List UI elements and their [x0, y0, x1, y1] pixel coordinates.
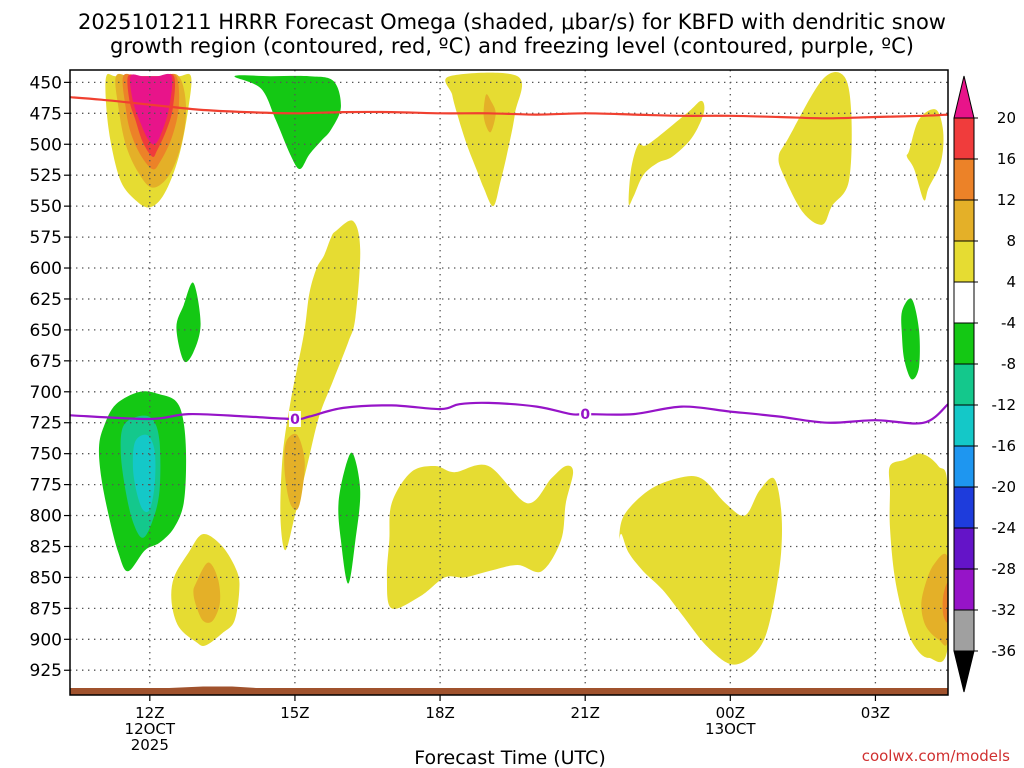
colorbar-label-5: -4 [1001, 314, 1016, 332]
omega-region-6 [445, 72, 523, 207]
y-tick-label-700: 700 [30, 383, 62, 403]
chart-title-line-1: 2025101211 HRRR Forecast Omega (shaded, … [78, 10, 946, 34]
omega-region-13 [176, 282, 201, 363]
x-tick-label-18-0: 18Z [425, 704, 454, 722]
colorbar-swatch-12 [953, 609, 975, 652]
colorbar-bottom-triangle [953, 650, 975, 693]
colorbar-label-7: -12 [992, 396, 1017, 414]
y-tick-label-825: 825 [30, 538, 62, 558]
omega-region-21 [618, 476, 782, 665]
y-tick-label-875: 875 [30, 599, 62, 619]
terrain-band-rect [70, 688, 948, 695]
y-tick-label-550: 550 [30, 197, 62, 217]
colorbar-swatch-0 [953, 117, 975, 160]
x-tick-label-27-0: 03Z [861, 704, 890, 722]
colorbar-label-10: -24 [992, 519, 1017, 537]
y-tick-label-925: 925 [30, 661, 62, 681]
x-tick-label-12-2: 2025 [131, 736, 169, 754]
y-tick-label-575: 575 [30, 228, 62, 248]
chart-title-line-2: growth region (contoured, red, ºC) and f… [110, 34, 914, 58]
omega-region-16 [132, 434, 156, 513]
colorbar-label-3: 8 [1006, 232, 1016, 250]
y-tick-label-500: 500 [30, 135, 62, 155]
y-tick-label-775: 775 [30, 476, 62, 496]
colorbar-swatch-10 [953, 527, 975, 570]
y-axis-ticks: 450 475 500 525 550 575 600 625 650 675 700 725 750 7… [30, 73, 70, 681]
colorbar-swatch-11 [953, 568, 975, 611]
x-tick-label-24-1: 13OCT [705, 720, 756, 738]
omega-region-20 [386, 464, 574, 609]
omega-region-12 [284, 433, 305, 511]
colorbar-swatch-2 [953, 199, 975, 242]
colorbar-label-0: 20 [997, 109, 1016, 127]
freezing-label-bg-1 [579, 406, 592, 423]
colorbar-swatch-3 [953, 240, 975, 283]
y-tick-label-800: 800 [30, 507, 62, 527]
colorbar-label-13: -36 [992, 642, 1017, 660]
colorbar-swatch-5 [953, 322, 975, 365]
colorbar-label-8: -16 [992, 437, 1017, 455]
y-tick-label-525: 525 [30, 166, 62, 186]
x-tick-label-21-0: 21Z [571, 704, 600, 722]
y-tick-label-450: 450 [30, 73, 62, 93]
y-tick-label-675: 675 [30, 352, 62, 372]
freezing-level-label-1: 0 [580, 407, 590, 423]
x-tick-label-24-0: 00Z [716, 704, 745, 722]
freezing-label-bg-0 [288, 411, 301, 428]
omega-region-25 [901, 298, 920, 380]
plot-frame [69, 69, 949, 696]
colorbar-swatch-4 [953, 281, 975, 324]
omega-region-9 [778, 72, 852, 225]
colorbar: 20 16 12 8 4 -4 -8 -12 -16 -20 -24 -28 -32 -36 [953, 75, 1017, 693]
omega-region-8 [628, 100, 705, 206]
y-tick-label-600: 600 [30, 259, 62, 279]
y-tick-label-650: 650 [30, 321, 62, 341]
terrain-band [70, 686, 948, 695]
omega-region-19 [193, 562, 221, 623]
colorbar-label-1: 16 [997, 150, 1016, 168]
y-tick-label-850: 850 [30, 568, 62, 588]
colorbar-label-12: -32 [992, 601, 1017, 619]
colorbar-swatch-9 [953, 486, 975, 529]
colorbar-swatch-7 [953, 404, 975, 447]
colorbar-swatch-6 [953, 363, 975, 406]
colorbar-label-9: -20 [992, 478, 1017, 496]
y-tick-label-725: 725 [30, 414, 62, 434]
y-tick-label-750: 750 [30, 445, 62, 465]
omega-region-24 [942, 582, 948, 623]
x-tick-label-12-0: 12Z [135, 704, 164, 722]
y-tick-label-900: 900 [30, 630, 62, 650]
omega-region-4 [129, 73, 173, 145]
omega-region-5 [234, 75, 341, 169]
omega-region-17 [338, 452, 361, 584]
dgz-contour-line [70, 96, 948, 120]
omega-region-10 [906, 109, 944, 201]
y-tick-label-625: 625 [30, 290, 62, 310]
freezing-level-line [70, 401, 948, 425]
credit-text: coolwx.com/models [862, 747, 1010, 765]
colorbar-swatch-8 [953, 445, 975, 488]
x-tick-label-12-1: 12OCT [125, 720, 176, 738]
freezing-level-label-0: 0 [290, 412, 300, 428]
y-tick-label-475: 475 [30, 104, 62, 124]
x-tick-label-15-0: 15Z [280, 704, 309, 722]
colorbar-label-4: 4 [1006, 273, 1016, 291]
colorbar-label-2: 12 [997, 191, 1016, 209]
x-axis-label: Forecast Time (UTC) [414, 747, 605, 768]
colorbar-top-triangle [953, 75, 975, 119]
terrain-bump [169, 686, 257, 688]
colorbar-label-11: -28 [992, 560, 1017, 578]
colorbar-label-6: -8 [1001, 355, 1016, 373]
colorbar-swatch-1 [953, 158, 975, 201]
